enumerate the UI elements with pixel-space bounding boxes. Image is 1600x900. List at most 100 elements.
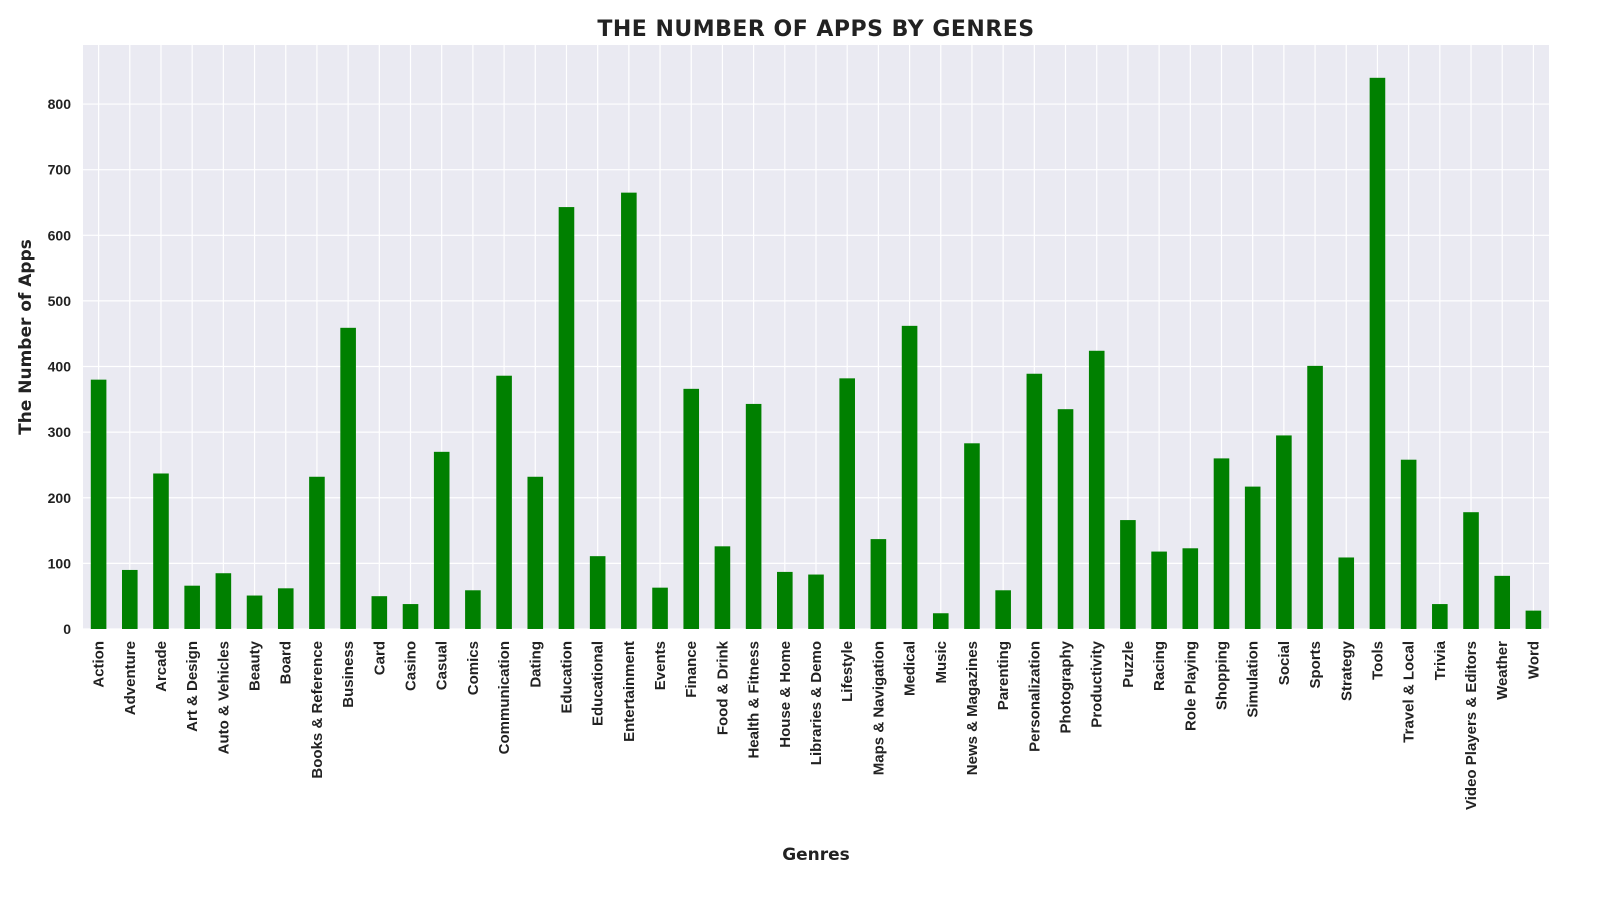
x-tick-label: Education: [558, 641, 575, 714]
x-tick-label: Comics: [465, 641, 482, 695]
chart-title: THE NUMBER OF APPS BY GENRES: [597, 17, 1034, 42]
bar: [621, 192, 637, 629]
x-tick-label: Maps & Navigation: [870, 641, 887, 775]
x-tick-label: Casino: [403, 641, 420, 691]
x-tick-label: Adventure: [122, 641, 139, 715]
bar: [1307, 365, 1323, 629]
y-tick-label: 200: [48, 490, 72, 506]
x-tick-label: Arcade: [153, 641, 170, 692]
bar: [932, 613, 949, 629]
bar: [870, 539, 887, 629]
x-tick-label: Sports: [1307, 641, 1324, 689]
x-tick-label: Simulation: [1245, 641, 1262, 718]
y-axis-label: The Number of Apps: [16, 239, 36, 435]
x-tick-label: Libraries & Demo: [808, 641, 825, 765]
x-tick-label: Board: [278, 641, 295, 684]
bar: [683, 388, 700, 629]
x-tick-label: Travel & Local: [1401, 641, 1418, 743]
x-tick-label: Parenting: [995, 641, 1012, 710]
bar: [1276, 435, 1292, 629]
bar: [1244, 486, 1261, 629]
x-axis-ticks: Action Adventure Arcade Art & Design Auto & …: [91, 640, 1543, 810]
bar: [184, 585, 200, 629]
x-tick-label: Lifestyle: [839, 641, 856, 702]
y-axis-ticks: 0 100 200 300 400 500 600 700 800: [48, 96, 72, 637]
x-tick-label: Casual: [434, 641, 451, 690]
bar: [1088, 350, 1105, 629]
bar: [589, 556, 606, 629]
x-tick-label: Business: [340, 641, 357, 708]
bar: [652, 587, 668, 629]
x-tick-label: Music: [933, 641, 950, 684]
x-tick-label: Puzzle: [1120, 641, 1137, 688]
bar: [901, 325, 918, 629]
bar: [527, 476, 544, 629]
bar: [1120, 520, 1136, 629]
y-tick-label: 600: [48, 227, 72, 243]
x-tick-label: Word: [1525, 641, 1542, 679]
bar: [1369, 77, 1386, 630]
bars: [90, 77, 1542, 630]
bar: [496, 375, 512, 629]
bar: [90, 379, 107, 629]
x-tick-label: Photography: [1058, 640, 1075, 733]
x-tick-label: Books & Reference: [309, 641, 326, 779]
x-tick-label: Finance: [683, 641, 700, 698]
bar: [309, 476, 325, 629]
x-tick-label: Strategy: [1338, 640, 1355, 701]
x-tick-label: Shopping: [1213, 641, 1230, 710]
bar: [745, 403, 762, 629]
bar: [1057, 409, 1074, 629]
bar: [402, 604, 419, 629]
x-tick-label: Personalization: [1026, 641, 1043, 752]
bar: [1026, 373, 1043, 629]
y-tick-label: 300: [48, 424, 72, 440]
x-tick-label: News & Magazines: [964, 641, 981, 775]
x-tick-label: Medical: [902, 641, 919, 696]
y-tick-label: 0: [63, 621, 71, 637]
bar: [839, 378, 855, 629]
bar: [215, 573, 232, 629]
x-tick-label: Entertainment: [621, 641, 638, 742]
bar: [121, 569, 138, 629]
bar: [1463, 512, 1479, 629]
bar: [1151, 551, 1167, 629]
bar: [964, 443, 980, 629]
x-tick-label: Food & Drink: [714, 640, 731, 735]
x-tick-label: Events: [652, 641, 669, 690]
x-tick-label: Trivia: [1432, 640, 1449, 680]
y-tick-label: 500: [48, 293, 72, 309]
x-tick-label: Action: [91, 641, 108, 688]
x-tick-label: Weather: [1494, 641, 1511, 700]
x-tick-label: Video Players & Editors: [1463, 641, 1480, 810]
x-tick-label: Role Playing: [1182, 641, 1199, 731]
x-tick-label: Tools: [1369, 641, 1386, 680]
bar: [246, 595, 263, 629]
bar: [808, 574, 824, 629]
x-tick-label: Dating: [527, 641, 544, 688]
x-tick-label: Educational: [590, 641, 607, 726]
y-tick-label: 100: [48, 555, 72, 571]
x-tick-label: Beauty: [247, 640, 264, 691]
bar: [1338, 557, 1355, 629]
bar: [714, 546, 731, 629]
y-tick-label: 800: [48, 96, 72, 112]
bar: [1432, 604, 1448, 629]
bar: [433, 451, 450, 629]
y-tick-label: 400: [48, 359, 72, 375]
bar: [995, 590, 1011, 629]
bar: [558, 207, 575, 629]
bar: [1182, 548, 1199, 629]
x-tick-label: Auto & Vehicles: [215, 641, 232, 754]
x-tick-label: Communication: [496, 641, 513, 754]
x-axis-label: Genres: [782, 845, 850, 865]
bar: [1494, 575, 1511, 629]
y-tick-label: 700: [48, 162, 72, 178]
bar: [277, 588, 294, 629]
bar: [465, 590, 481, 629]
bar: [1400, 459, 1417, 629]
x-tick-label: Art & Design: [184, 641, 201, 732]
x-tick-label: Health & Fitness: [746, 641, 763, 759]
